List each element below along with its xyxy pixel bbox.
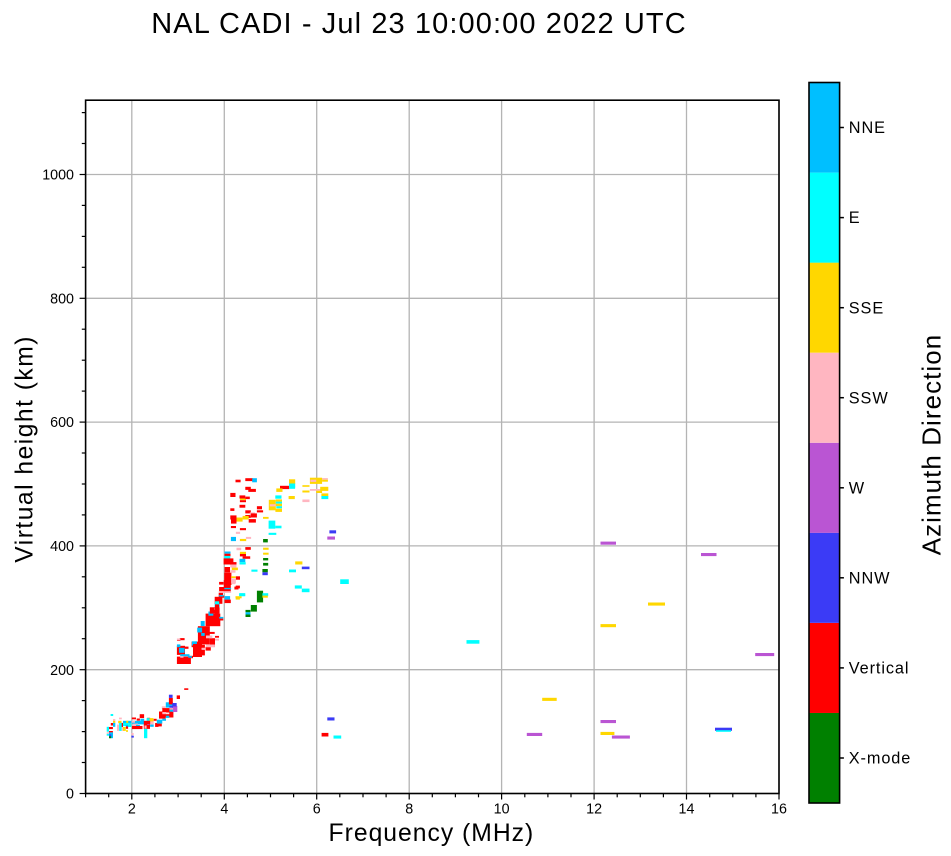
svg-text:6: 6 xyxy=(313,802,321,818)
svg-text:X-mode: X-mode xyxy=(849,750,911,768)
svg-text:600: 600 xyxy=(50,415,74,431)
svg-text:NAL CADI - Jul 23 10:00:00 202: NAL CADI - Jul 23 10:00:00 2022 UTC xyxy=(151,8,687,40)
svg-text:0: 0 xyxy=(66,787,74,803)
svg-text:W: W xyxy=(849,479,865,497)
svg-text:Azimuth Direction: Azimuth Direction xyxy=(919,334,947,556)
svg-text:12: 12 xyxy=(586,802,602,818)
svg-text:800: 800 xyxy=(50,291,74,307)
svg-text:Virtual height (km): Virtual height (km) xyxy=(12,335,39,563)
svg-text:400: 400 xyxy=(50,539,74,555)
svg-text:14: 14 xyxy=(679,802,695,818)
svg-text:4: 4 xyxy=(220,802,228,818)
svg-text:NNE: NNE xyxy=(849,119,886,137)
svg-text:NNW: NNW xyxy=(849,569,891,587)
svg-text:SSW: SSW xyxy=(849,389,889,407)
svg-text:Frequency (MHz): Frequency (MHz) xyxy=(329,820,535,847)
svg-text:1000: 1000 xyxy=(42,168,74,184)
svg-text:10: 10 xyxy=(494,802,510,818)
svg-text:Vertical: Vertical xyxy=(849,660,910,678)
svg-text:200: 200 xyxy=(50,663,74,679)
svg-text:E: E xyxy=(849,209,861,227)
svg-text:16: 16 xyxy=(771,802,787,818)
svg-text:SSE: SSE xyxy=(849,299,884,317)
svg-text:8: 8 xyxy=(405,802,413,818)
svg-text:2: 2 xyxy=(128,802,136,818)
